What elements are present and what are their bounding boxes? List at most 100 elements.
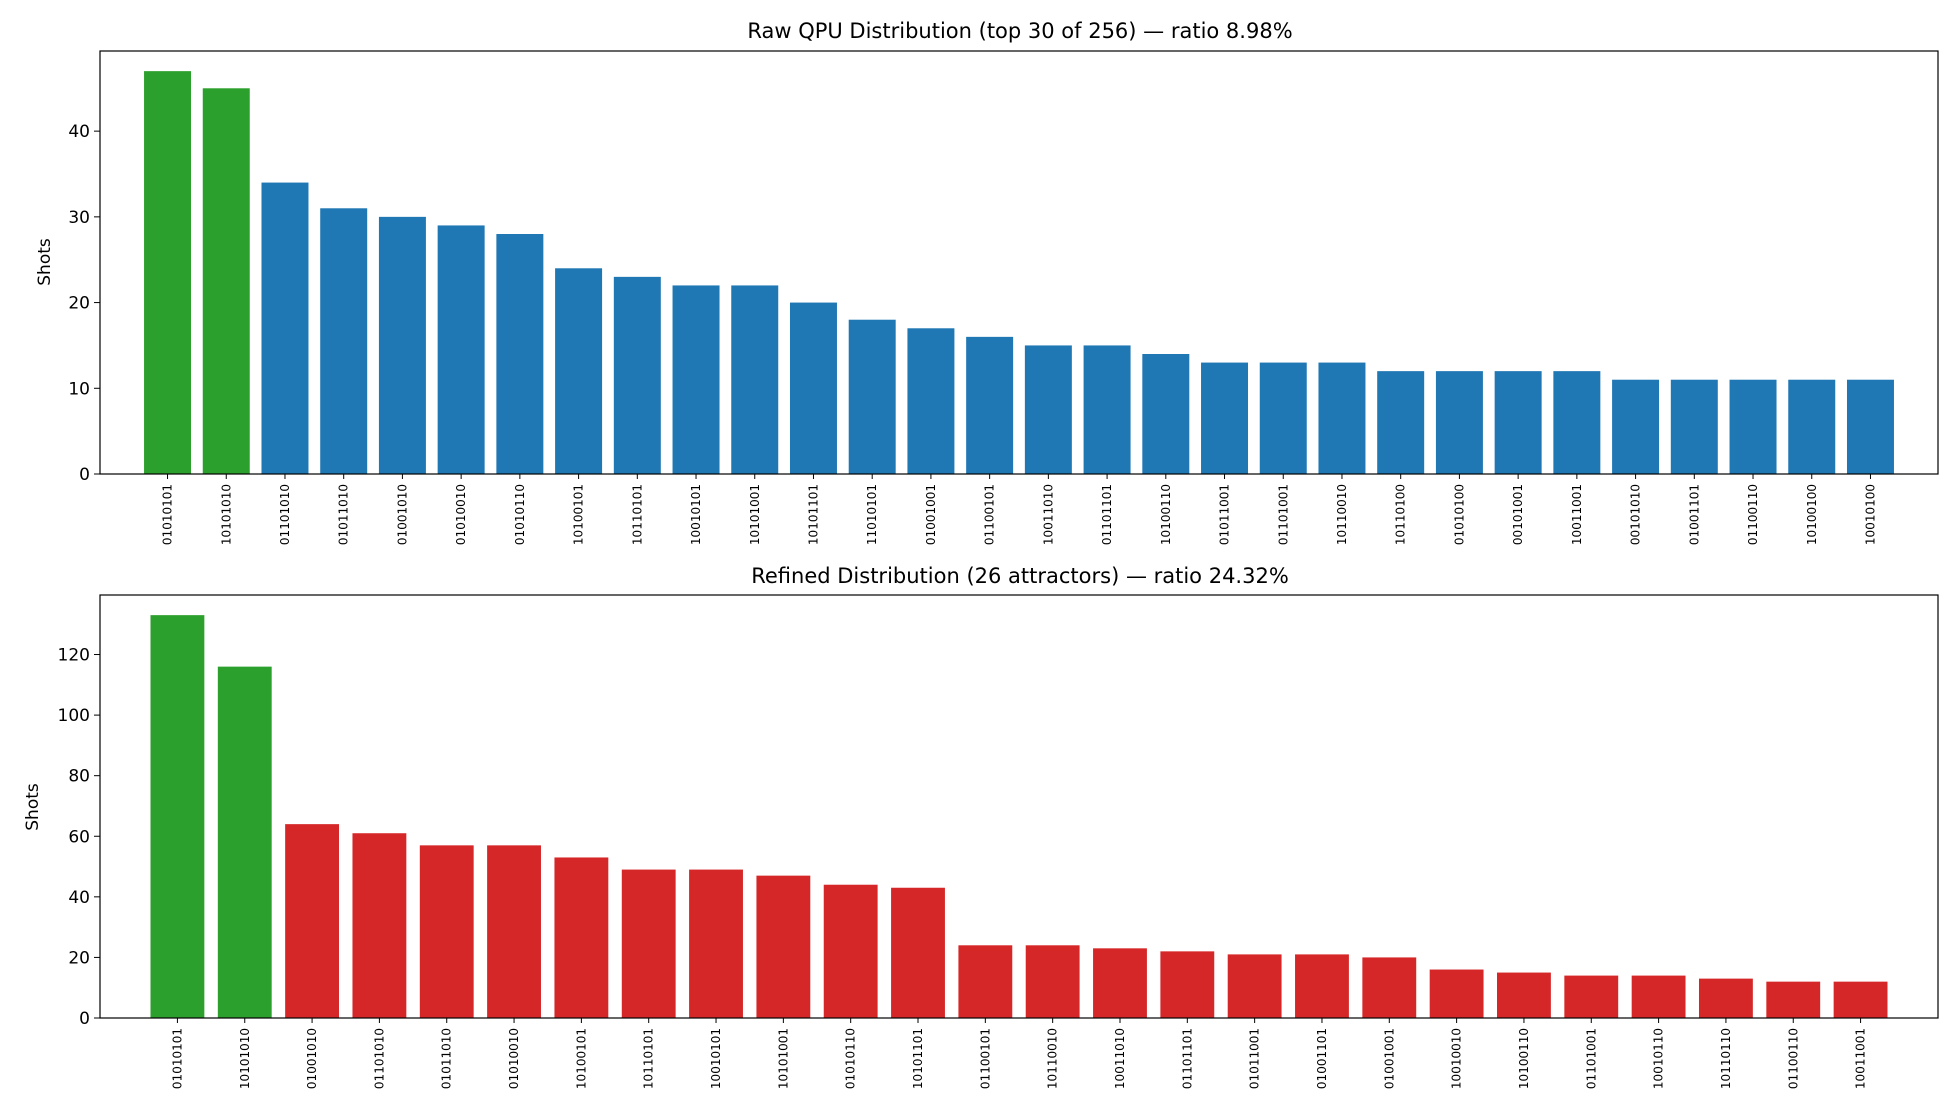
raw-bar <box>1024 345 1072 474</box>
raw-bar <box>672 285 720 474</box>
refined-distribution-chart: Refined Distribution (26 attractors) — r… <box>23 564 1939 1089</box>
raw-x-tick-label: 10101101 <box>806 484 820 545</box>
raw-bar <box>320 208 368 475</box>
refined-bar <box>352 833 407 1018</box>
refined-bar <box>554 857 609 1018</box>
refined-bar <box>756 875 811 1018</box>
refined-x-tick-label: 01010010 <box>507 1028 521 1089</box>
raw-bar <box>261 182 309 474</box>
refined-bar <box>621 869 676 1018</box>
raw-y-tick-label: 0 <box>79 465 90 485</box>
raw-x-tick-label: 10110010 <box>1335 484 1349 545</box>
raw-x-tick-label: 01001001 <box>924 484 938 545</box>
raw-y-tick-label: 30 <box>68 208 90 228</box>
raw-bar <box>1377 371 1425 474</box>
raw-bar <box>613 276 661 474</box>
refined-y-tick-label: 100 <box>58 706 90 726</box>
raw-x-tick-label: 10100101 <box>572 484 586 545</box>
refined-axes-frame <box>99 594 1939 1019</box>
refined-x-tick-label: 01101001 <box>1584 1028 1598 1089</box>
refined-bar <box>1497 972 1551 1018</box>
refined-y-tick-label: 60 <box>68 827 90 847</box>
refined-x-tick-label: 10011001 <box>1854 1028 1868 1089</box>
refined-x-tick-label: 10100110 <box>1517 1028 1531 1089</box>
raw-bar <box>1142 354 1190 474</box>
refined-x-tick-label: 10101001 <box>776 1028 790 1089</box>
refined-bar <box>689 869 743 1018</box>
raw-chart-title: Raw QPU Distribution (top 30 of 256) — r… <box>747 19 1292 43</box>
raw-x-tick-label: 00101001 <box>1511 484 1525 545</box>
refined-x-tick-label: 10110010 <box>1046 1028 1060 1089</box>
raw-bar <box>1670 379 1718 474</box>
raw-y-tick-label: 20 <box>68 294 90 314</box>
refined-x-tick-label: 10010110 <box>1652 1028 1666 1089</box>
refined-y-tick-label: 80 <box>68 767 90 787</box>
raw-x-tick-label: 10101010 <box>219 484 233 545</box>
refined-x-tick-label: 10010010 <box>1450 1028 1464 1089</box>
refined-x-tick-label: 01011001 <box>1248 1028 1262 1089</box>
refined-x-tick-label: 01100101 <box>978 1028 992 1089</box>
refined-x-tick-label: 01101010 <box>372 1028 386 1089</box>
refined-bar <box>1698 978 1753 1018</box>
raw-bar <box>789 302 837 474</box>
raw-bar <box>907 328 955 474</box>
raw-bar <box>1259 362 1307 474</box>
raw-bar <box>1435 371 1483 474</box>
raw-bar <box>555 268 603 474</box>
refined-bar <box>1160 951 1215 1018</box>
refined-y-tick-label: 20 <box>68 948 90 968</box>
raw-bar <box>1612 379 1660 474</box>
refined-bar <box>891 887 945 1018</box>
refined-x-tick-label: 10101101 <box>911 1028 925 1089</box>
raw-x-tick-label: 10011001 <box>1570 484 1584 545</box>
refined-plot-area: 01010101 10101010 01001010 01101010 01011010… <box>58 594 1939 1089</box>
raw-x-tick-label: 01101010 <box>278 484 292 545</box>
raw-x-tick-label: 10010101 <box>689 484 703 545</box>
raw-y-tick-label: 10 <box>68 379 90 399</box>
raw-x-tick-label: 01001010 <box>395 484 409 545</box>
raw-bar <box>1083 345 1131 474</box>
refined-y-tick-label: 0 <box>79 1009 90 1029</box>
raw-x-tick-label: 10010100 <box>1863 484 1877 545</box>
raw-plot-area: 01010101 10101010 01101010 01011010 01001010… <box>68 50 1939 545</box>
raw-bar <box>848 319 896 474</box>
raw-x-tick-label: 00101010 <box>1629 484 1643 545</box>
refined-x-tick-label: 01101101 <box>1180 1028 1194 1089</box>
raw-bar <box>378 216 426 475</box>
refined-x-tick-label: 10101010 <box>238 1028 252 1089</box>
raw-bar <box>496 234 544 474</box>
refined-x-tick-label: 01100110 <box>1786 1028 1800 1089</box>
refined-bar <box>823 884 878 1018</box>
refined-x-tick-label: 01001001 <box>1382 1028 1396 1089</box>
raw-x-tick-label: 01010010 <box>454 484 468 545</box>
refined-bar <box>1429 969 1484 1018</box>
refined-bar <box>487 845 541 1018</box>
raw-y-tick-label: 40 <box>68 122 90 142</box>
refined-bar <box>150 615 205 1018</box>
raw-bar <box>731 285 779 474</box>
raw-x-tick-label: 10100110 <box>1159 484 1173 545</box>
refined-x-tick-label: 10010101 <box>709 1028 723 1089</box>
raw-x-tick-label: 01011010 <box>337 484 351 545</box>
raw-x-tick-label: 10110101 <box>630 484 644 545</box>
raw-x-tick-label: 10101001 <box>748 484 762 545</box>
refined-bar <box>1833 981 1888 1018</box>
refined-bar <box>419 845 474 1018</box>
refined-x-tick-label: 01011010 <box>440 1028 454 1089</box>
raw-bar <box>1729 379 1777 474</box>
refined-x-tick-label: 10110110 <box>1719 1028 1733 1089</box>
raw-x-tick-label: 11010101 <box>865 484 879 545</box>
raw-x-tick-label: 01100101 <box>983 484 997 545</box>
raw-bar <box>437 225 485 474</box>
refined-x-tick-label: 10011010 <box>1113 1028 1127 1089</box>
refined-x-tick-label: 10110101 <box>642 1028 656 1089</box>
raw-bar <box>1553 371 1601 474</box>
raw-x-tick-label: 01010100 <box>1452 484 1466 545</box>
raw-bar <box>1846 379 1894 474</box>
raw-y-axis-label: Shots <box>35 238 55 286</box>
refined-chart-title: Refined Distribution (26 attractors) — r… <box>751 564 1289 588</box>
refined-x-tick-label: 01001010 <box>305 1028 319 1089</box>
raw-bar <box>1788 379 1836 474</box>
raw-bar <box>1318 362 1366 474</box>
